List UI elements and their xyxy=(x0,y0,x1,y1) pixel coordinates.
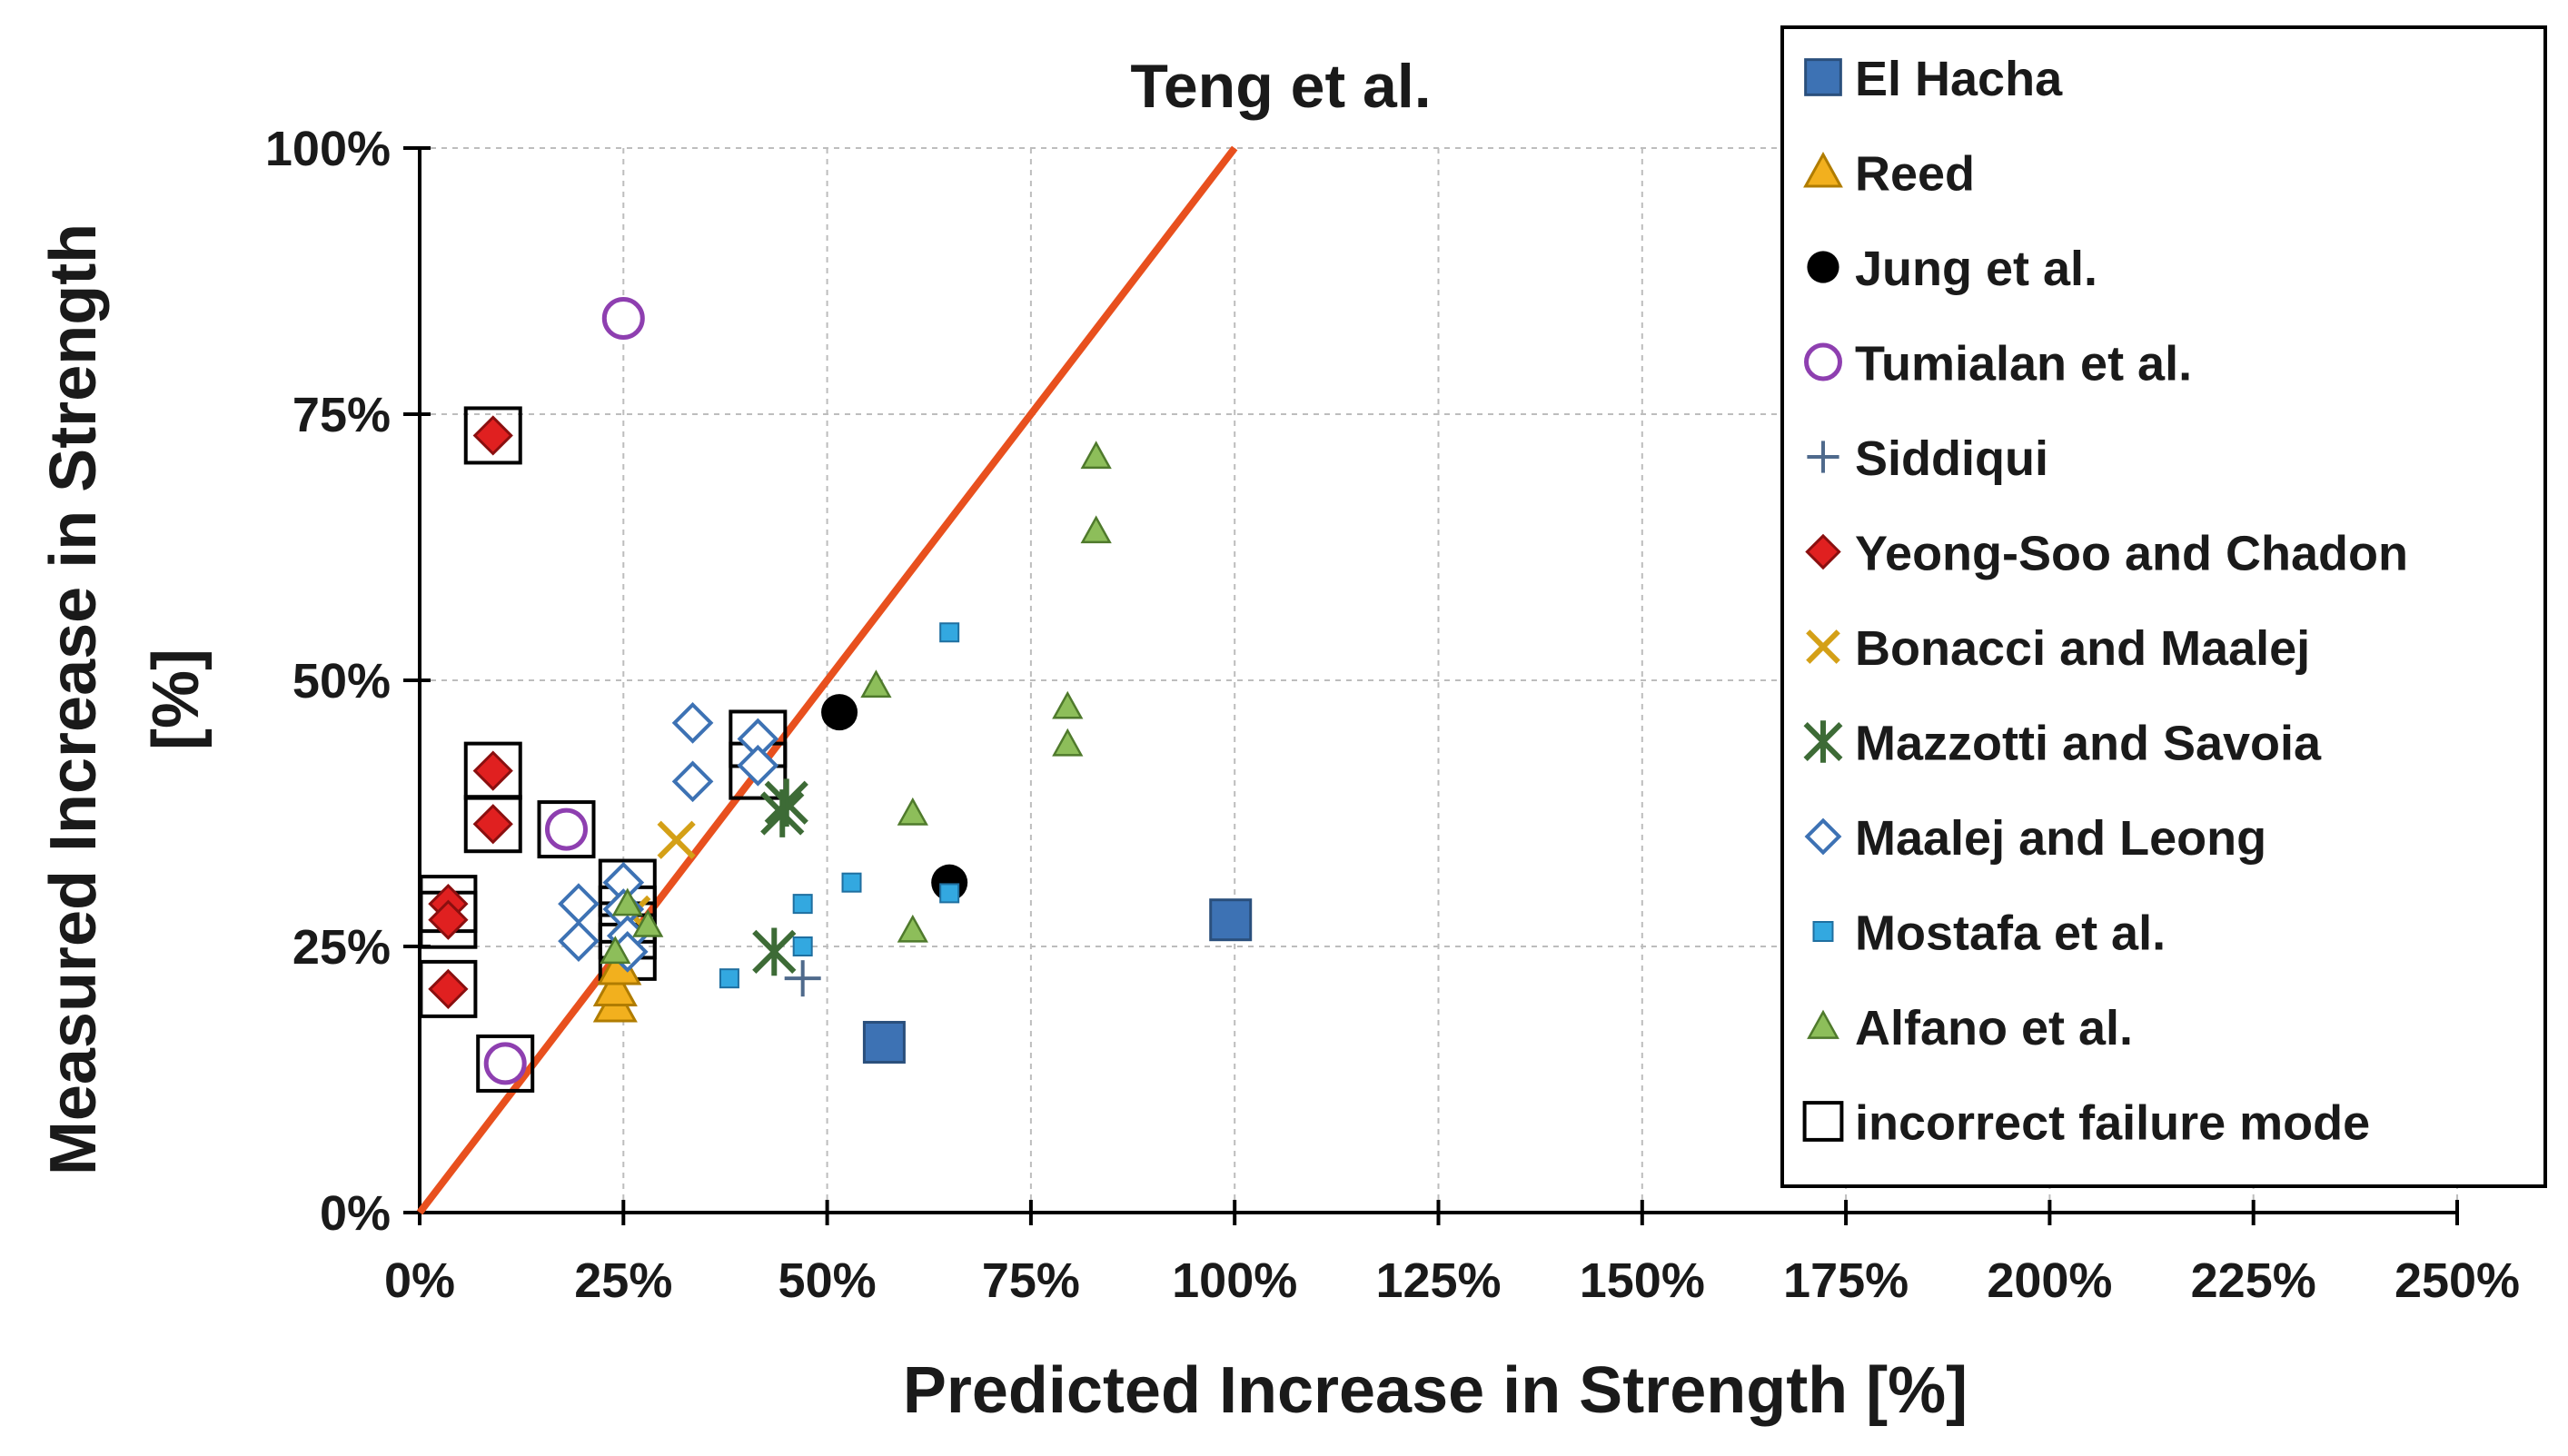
data-point-mazzotti-and-savoia xyxy=(760,789,805,837)
legend-label-bonacci-and-maalej: Bonacci and Maalej xyxy=(1855,621,2310,676)
y-tick-label: 50% xyxy=(292,654,391,708)
data-points xyxy=(419,297,1253,1093)
legend-label-incorrect-failure-mode: incorrect failure mode xyxy=(1855,1096,2370,1151)
legend-label-jung-et-al: Jung et al. xyxy=(1855,242,2097,296)
data-point-mostafa-et-al xyxy=(939,622,960,643)
legend-label-maalej-and-leong: Maalej and Leong xyxy=(1855,811,2266,866)
x-tick-label: 50% xyxy=(778,1253,877,1308)
axes: 0% 25% 50% 75% 100% 125% 150% 175% 200% 225% 250% 0… xyxy=(265,122,2520,1308)
legend-marker-mostafa-et-al xyxy=(1812,921,1834,942)
legend-marker-el-hacha xyxy=(1804,58,1842,96)
legend: El Hacha Reed Jung et al. Tumialan et al. Si… xyxy=(1780,25,2547,1188)
data-point-mostafa-et-al xyxy=(792,936,813,956)
legend-label-mazzotti-and-savoia: Mazzotti and Savoia xyxy=(1855,717,2322,771)
data-point-yeong-soo-and-chadon xyxy=(428,899,469,940)
data-point-mostafa-et-al xyxy=(939,883,960,904)
x-tick-label: 125% xyxy=(1375,1253,1501,1308)
legend-marker-tumialan-et-al xyxy=(1804,342,1842,381)
legend-marker-incorrect-failure-mode xyxy=(1802,1101,1844,1142)
legend-marker-yeong-soo-and-chadon xyxy=(1805,533,1841,570)
data-point-incorrect-failure-mode xyxy=(463,795,522,854)
chart-title: Teng et al. xyxy=(1130,52,1431,121)
x-tick-label: 225% xyxy=(2191,1253,2316,1308)
equality-line xyxy=(416,145,1238,1215)
legend-label-yeong-soo-and-chadon: Yeong-Soo and Chadon xyxy=(1855,527,2408,581)
data-point-alfano-et-al xyxy=(1080,515,1112,544)
x-tick-label: 150% xyxy=(1580,1253,1705,1308)
legend-label-tumialan-et-al: Tumialan et al. xyxy=(1855,337,2192,391)
data-point-incorrect-failure-mode xyxy=(537,800,596,859)
data-point-maalej-and-leong xyxy=(671,760,714,803)
x-tick-label: 175% xyxy=(1783,1253,1909,1308)
data-point-incorrect-failure-mode xyxy=(476,1034,535,1093)
data-point-yeong-soo-and-chadon xyxy=(428,968,469,1010)
data-point-siddiqui xyxy=(784,960,821,997)
legend-marker-reed xyxy=(1803,152,1843,188)
data-point-mostafa-et-al xyxy=(841,872,862,893)
data-point-alfano-et-al xyxy=(897,914,928,943)
x-tick-label: 200% xyxy=(1987,1253,2112,1308)
axis-labels: Teng et al. Predicted Increase in Streng… xyxy=(37,52,1968,1427)
data-point-maalej-and-leong xyxy=(558,920,600,962)
data-point-yeong-soo-and-chadon xyxy=(472,415,513,456)
x-tick-label: 75% xyxy=(982,1253,1080,1308)
x-tick-label: 0% xyxy=(384,1253,455,1308)
data-point-alfano-et-al xyxy=(897,797,928,826)
data-point-el-hacha xyxy=(862,1020,906,1064)
data-point-tumialan-et-al xyxy=(601,297,645,341)
legend-marker-mazzotti-and-savoia xyxy=(1803,720,1843,763)
legend-label-el-hacha: El Hacha xyxy=(1855,52,2063,106)
x-tick-label: 25% xyxy=(574,1253,672,1308)
legend-marker-jung-et-al xyxy=(1807,251,1839,283)
y-tick-label: 0% xyxy=(320,1186,391,1241)
data-point-jung-et-al xyxy=(821,694,858,731)
data-point-reed xyxy=(592,966,638,1006)
data-point-mostafa-et-al xyxy=(719,968,739,989)
legend-box xyxy=(1780,25,2547,1188)
data-point-tumialan-et-al xyxy=(483,1042,527,1085)
data-point-mazzotti-and-savoia xyxy=(752,927,797,976)
legend-label-reed: Reed xyxy=(1855,147,1975,202)
data-point-tumialan-et-al xyxy=(544,807,588,851)
data-point-mostafa-et-al xyxy=(792,894,813,915)
data-point-incorrect-failure-mode xyxy=(419,959,478,1018)
y-tick-label: 75% xyxy=(292,388,391,442)
legend-label-siddiqui: Siddiqui xyxy=(1855,431,2048,486)
data-point-alfano-et-al xyxy=(860,669,892,698)
legend-marker-maalej-and-leong xyxy=(1804,817,1842,856)
x-tick-label: 100% xyxy=(1172,1253,1297,1308)
y-axis-label-line-2: [%] xyxy=(140,649,213,750)
x-tick-label: 250% xyxy=(2394,1253,2520,1308)
data-point-alfano-et-al xyxy=(611,887,643,916)
y-axis-label-line-1: Measured Increase in Strength xyxy=(37,223,110,1175)
data-point-alfano-et-al xyxy=(632,908,664,937)
legend-marker-alfano-et-al xyxy=(1807,1009,1839,1039)
data-point-bonacci-and-maalej xyxy=(657,820,696,859)
y-tick-label: 100% xyxy=(265,122,391,176)
y-tick-label: 25% xyxy=(292,920,391,975)
data-point-maalej-and-leong xyxy=(671,702,714,744)
x-axis-label: Predicted Increase in Strength [%] xyxy=(903,1354,1968,1427)
data-point-yeong-soo-and-chadon xyxy=(472,804,513,845)
legend-marker-bonacci-and-maalej xyxy=(1806,629,1840,664)
legend-label-mostafa-et-al: Mostafa et al. xyxy=(1855,906,2166,961)
legend-label-alfano-et-al: Alfano et al. xyxy=(1855,1001,2133,1055)
data-point-yeong-soo-and-chadon xyxy=(472,750,513,791)
reference-line-group xyxy=(416,145,1238,1215)
data-point-alfano-et-al xyxy=(1052,728,1084,757)
data-point-alfano-et-al xyxy=(1080,441,1112,470)
data-point-maalej-and-leong xyxy=(737,744,779,787)
data-point-alfano-et-al xyxy=(600,936,631,965)
legend-marker-siddiqui xyxy=(1807,441,1839,473)
data-point-alfano-et-al xyxy=(1052,690,1084,719)
data-point-incorrect-failure-mode xyxy=(463,406,522,465)
data-point-el-hacha xyxy=(1209,898,1253,942)
